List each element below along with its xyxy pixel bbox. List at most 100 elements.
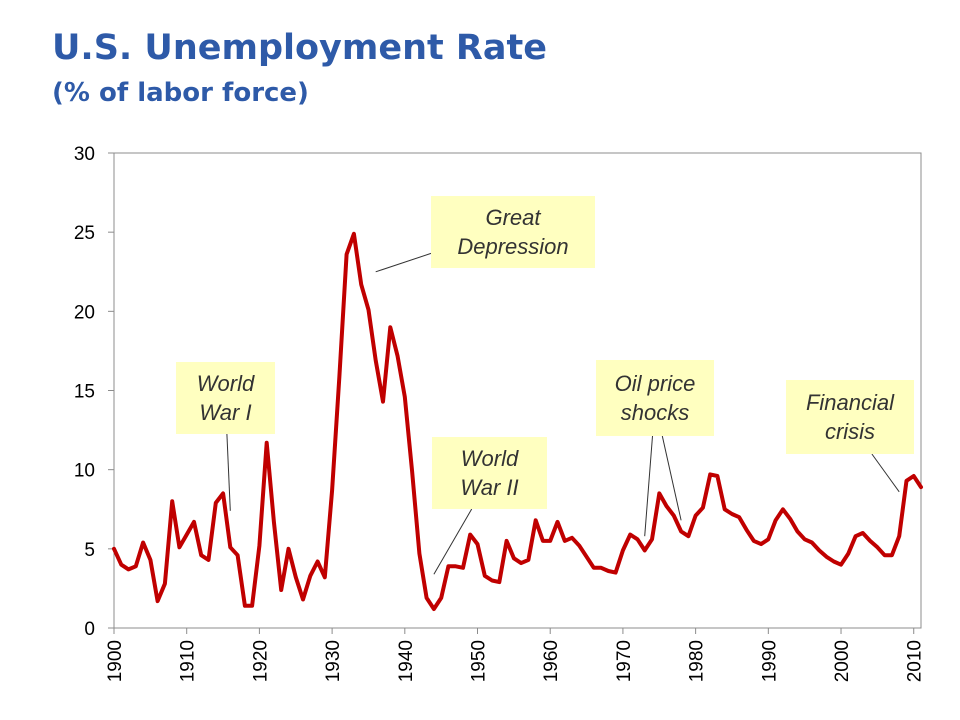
data-point xyxy=(563,539,567,543)
data-point xyxy=(723,507,727,511)
x-tick-label: 1940 xyxy=(396,640,417,682)
x-tick-label: 1910 xyxy=(178,640,199,682)
data-point xyxy=(905,479,908,483)
data-point xyxy=(534,518,538,522)
data-point xyxy=(606,569,610,573)
data-point xyxy=(621,548,625,552)
data-point xyxy=(323,575,327,579)
data-point xyxy=(803,537,807,541)
data-point xyxy=(548,539,552,543)
data-point xyxy=(454,564,458,568)
data-point xyxy=(367,308,370,312)
data-point xyxy=(199,553,203,557)
data-point xyxy=(294,575,298,579)
x-tick-label: 1960 xyxy=(541,640,562,682)
data-point xyxy=(228,545,232,549)
data-point xyxy=(701,506,705,510)
x-axis: 1900 1910 1920 1930 1940 1950 1960 1970 1980 1990… xyxy=(105,628,926,682)
data-point xyxy=(381,400,385,404)
data-point xyxy=(257,544,261,548)
data-point xyxy=(519,561,523,565)
callout-financial-crisis: Financial crisis xyxy=(786,380,914,454)
data-point xyxy=(715,474,719,478)
callout-leaders xyxy=(226,252,900,575)
callout-great-depression: Great Depression xyxy=(431,196,595,268)
callout-line: Financial xyxy=(805,390,895,415)
data-point xyxy=(781,507,785,511)
data-point xyxy=(861,531,865,535)
x-tick-label: 1900 xyxy=(105,640,126,682)
data-point xyxy=(505,539,509,543)
data-point xyxy=(570,536,574,540)
callout-line: Great xyxy=(485,205,541,230)
data-point xyxy=(403,395,407,399)
data-point xyxy=(446,564,450,568)
x-tick-label: 1950 xyxy=(469,640,490,682)
data-point xyxy=(185,533,189,537)
data-point xyxy=(832,560,836,563)
data-point xyxy=(599,566,603,570)
callout-line: Depression xyxy=(457,234,569,259)
data-point xyxy=(788,517,792,521)
callout-line: shocks xyxy=(620,400,690,425)
data-point xyxy=(679,529,683,533)
data-point xyxy=(236,553,240,557)
data-point xyxy=(556,520,559,524)
callout-world-war-2: World War II xyxy=(432,437,547,509)
data-point xyxy=(912,474,916,478)
data-point xyxy=(650,537,654,541)
data-point xyxy=(657,491,661,495)
data-point xyxy=(432,607,436,611)
series-layer xyxy=(112,231,923,611)
data-point xyxy=(919,485,923,489)
data-point xyxy=(541,539,545,543)
data-point xyxy=(112,547,116,551)
data-point xyxy=(425,596,429,600)
data-point xyxy=(766,537,770,541)
data-point xyxy=(825,555,828,559)
data-point xyxy=(730,512,734,516)
callout-leader-line xyxy=(375,252,432,273)
data-point xyxy=(265,441,269,445)
data-point xyxy=(468,533,472,537)
data-point xyxy=(592,566,596,570)
callout-leader-line xyxy=(644,435,653,537)
callout-line: World xyxy=(460,446,519,471)
data-point xyxy=(287,547,290,551)
data-point xyxy=(207,558,210,562)
data-point xyxy=(134,564,138,568)
y-tick-label: 15 xyxy=(74,382,95,403)
data-point xyxy=(301,598,305,601)
data-point xyxy=(897,534,901,538)
data-point xyxy=(141,541,145,544)
data-point xyxy=(177,545,181,549)
data-point xyxy=(686,534,690,538)
data-point xyxy=(316,560,320,563)
data-point xyxy=(170,499,174,503)
x-tick-label: 1920 xyxy=(250,640,271,682)
data-point xyxy=(352,232,356,236)
data-point xyxy=(585,555,589,559)
callout-world-war-1: World War I xyxy=(176,362,275,434)
callout-line: Oil price xyxy=(614,371,696,396)
callout-leader-line xyxy=(433,508,473,575)
data-point xyxy=(752,539,756,543)
data-point xyxy=(345,252,349,256)
data-point xyxy=(694,514,698,518)
callout-line: World xyxy=(196,371,255,396)
data-point xyxy=(708,472,712,476)
data-point xyxy=(461,566,465,570)
x-tick-label: 1990 xyxy=(759,640,780,682)
y-tick-label: 20 xyxy=(74,302,95,323)
data-point xyxy=(817,548,821,552)
data-point xyxy=(854,534,858,538)
data-point xyxy=(476,542,479,546)
data-point xyxy=(577,544,581,548)
data-point xyxy=(643,548,647,552)
y-tick-label: 30 xyxy=(74,144,95,165)
data-point xyxy=(846,552,850,556)
y-tick-label: 5 xyxy=(84,540,95,561)
x-tick-label: 1930 xyxy=(323,640,344,682)
y-tick-label: 0 xyxy=(84,619,95,640)
